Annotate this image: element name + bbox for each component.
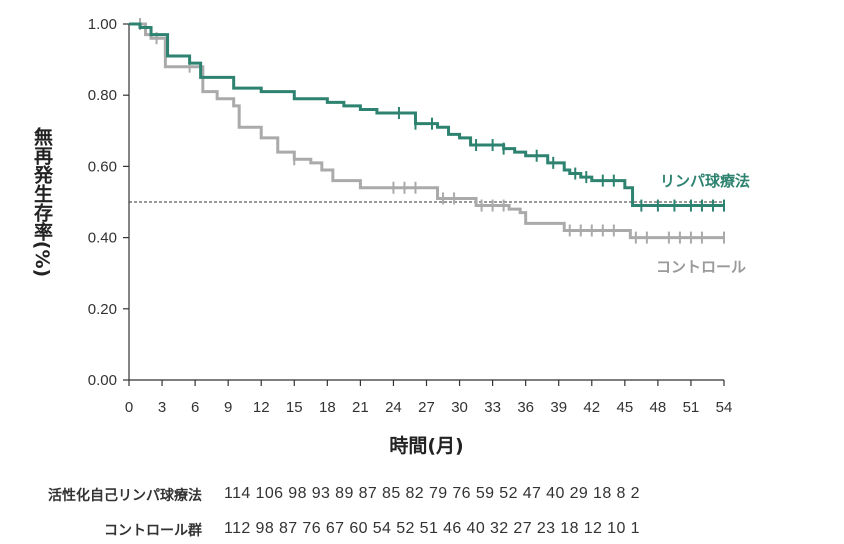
x-tick-label: 15	[286, 399, 303, 416]
risk-values-lymph: 114 106 98 93 89 87 85 82 79 76 59 52 47…	[224, 485, 640, 502]
series-layer	[129, 18, 725, 244]
x-tick-label: 48	[650, 399, 667, 416]
x-tick-label: 3	[158, 399, 166, 416]
x-tick-label: 27	[418, 399, 435, 416]
y-tick-label: 1.00	[88, 16, 117, 33]
x-tick-label: 0	[125, 399, 133, 416]
series-label-lymph: リンパ球療法	[660, 172, 750, 190]
x-tick-label: 33	[484, 399, 501, 416]
y-tick-label: 0.20	[88, 301, 117, 318]
risk-values-control: 112 98 87 76 67 60 54 52 51 46 40 32 27 …	[224, 520, 640, 537]
x-tick-label: 45	[616, 399, 633, 416]
y-tick-label: 0.80	[88, 87, 117, 104]
y-tick-label: 0.60	[88, 158, 117, 175]
x-tick-label: 30	[451, 399, 468, 416]
risk-label-control: コントロール群	[104, 523, 202, 539]
x-tick-label: 42	[583, 399, 600, 416]
x-tick-label: 51	[683, 399, 700, 416]
x-tick-label: 6	[191, 399, 199, 416]
series-line-0	[129, 22, 724, 208]
x-tick-label: 12	[253, 399, 270, 416]
y-tick-label: 0.40	[88, 230, 117, 247]
x-tick-label: 24	[385, 399, 402, 416]
x-tick-label: 39	[550, 399, 567, 416]
x-tick-label: 54	[716, 399, 733, 416]
x-tick-label: 36	[517, 399, 534, 416]
risk-label-lymph: 活性化自己リンパ球療法	[48, 488, 202, 504]
x-axis-label: 時間(月)	[389, 435, 463, 457]
x-tick-label: 21	[352, 399, 369, 416]
series-label-control: コントロール	[656, 258, 746, 276]
x-tick-label: 18	[319, 399, 336, 416]
y-axis-label: 無再発生存率(%)	[31, 126, 54, 278]
x-tick-label: 9	[224, 399, 232, 416]
series-line-1	[129, 22, 724, 240]
series-group-0	[129, 22, 725, 212]
y-tick-label: 0.00	[88, 372, 117, 389]
axes: 0.000.200.400.600.801.000 3 6 9 12 15 18 21 24 27…	[88, 16, 733, 416]
series-group-1	[129, 18, 725, 244]
